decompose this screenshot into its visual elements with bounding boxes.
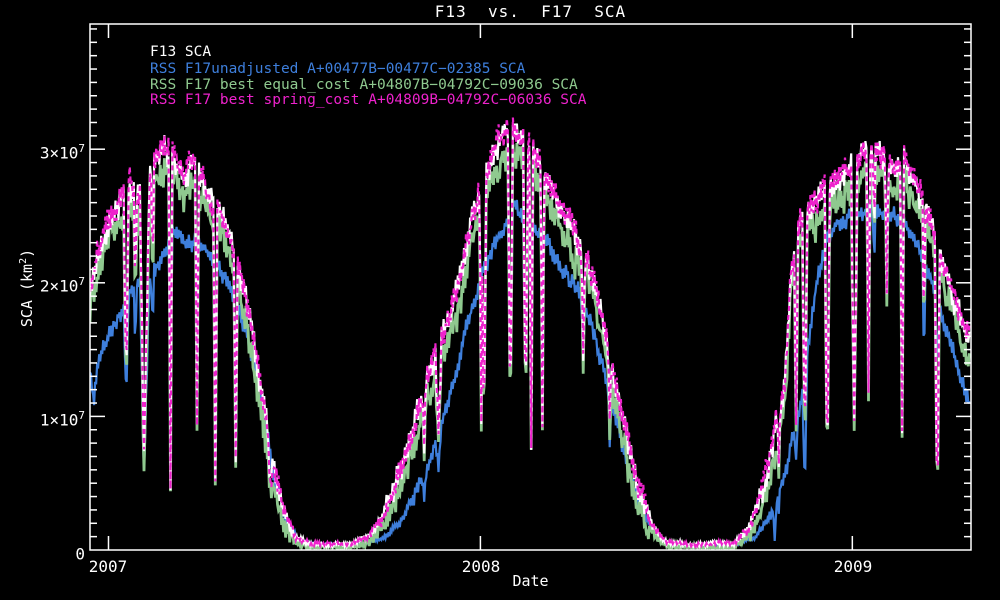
- y-tick-label-2e7: 2×107: [39, 275, 85, 296]
- series-group: [90, 117, 971, 550]
- x-axis-title: Date: [512, 572, 549, 590]
- legend-item-f17-unadjusted: RSS F17unadjusted A+00477B−00477C−02385 …: [150, 61, 526, 77]
- axis-box: [89, 23, 972, 551]
- legend-item-f17-equal-cost: RSS F17 best equal_cost A+04807B−04792C−…: [150, 77, 578, 93]
- y-tick-label-0: 0: [75, 544, 85, 564]
- series-f17-spring-cost-line: [90, 117, 971, 550]
- legend-item-f13: F13 SCA: [150, 44, 212, 60]
- legend-item-f17-spring-cost: RSS F17 best spring_cost A+04809B−04792C…: [150, 92, 587, 108]
- y-tick-label-1e7: 1×107: [39, 409, 85, 430]
- chart-title: F13 vs. F17 SCA: [434, 2, 627, 21]
- x-tick-label-2008: 2008: [461, 557, 501, 576]
- y-tick-label-3e7: 3×107: [39, 142, 85, 163]
- x-tick-label-2007: 2007: [88, 557, 128, 576]
- x-tick-label-2009: 2009: [833, 557, 873, 576]
- y-axis-title: SCA (km2): [18, 248, 36, 328]
